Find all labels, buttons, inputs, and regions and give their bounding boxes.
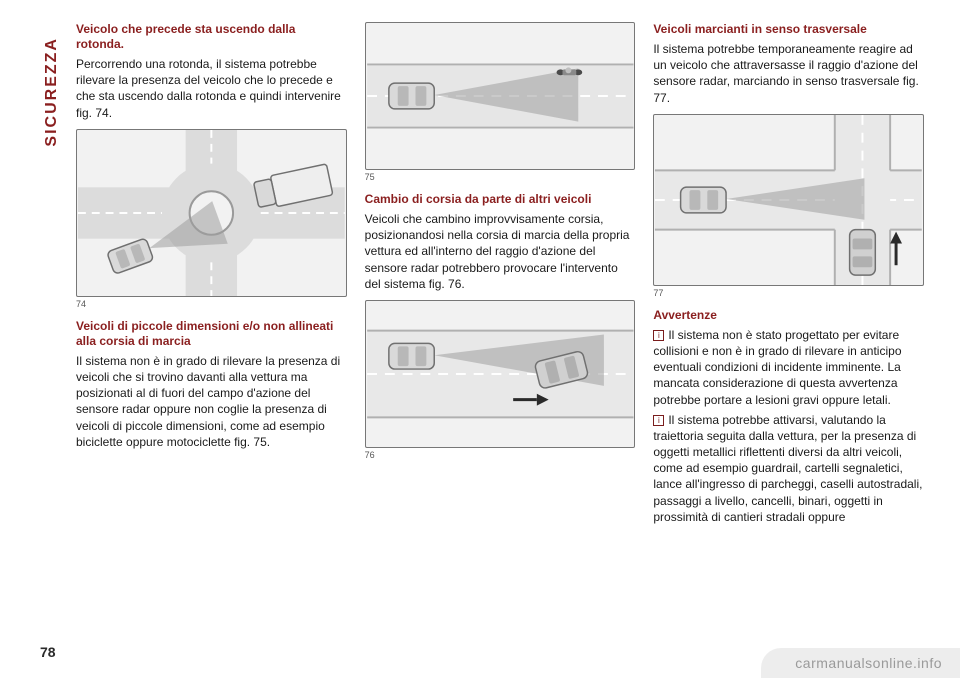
col3-heading-2: Avvertenze xyxy=(653,308,924,323)
figure-76-num: 76 xyxy=(365,450,375,460)
column-3: Veicoli marcianti in senso trasversale I… xyxy=(653,22,924,630)
watermark: carmanualsonline.info xyxy=(761,648,960,678)
column-2: 75 Cambio di corsia da parte di altri ve… xyxy=(365,22,636,630)
page: SICUREZZA Veicolo che precede sta uscend… xyxy=(0,0,960,678)
section-tab: SICUREZZA xyxy=(38,22,66,162)
section-label: SICUREZZA xyxy=(43,37,61,147)
col3-heading-1: Veicoli marcianti in senso trasversale xyxy=(653,22,924,37)
figure-77 xyxy=(653,114,924,286)
col2-para-1: Veicoli che cambino improvvisamente cors… xyxy=(365,211,636,292)
figure-77-caption: 77 xyxy=(653,288,924,298)
note-bullet-icon: i xyxy=(653,415,664,426)
col1-heading-1: Veicolo che precede sta uscendo dalla ro… xyxy=(76,22,347,52)
figure-76-caption: 76 xyxy=(365,450,636,460)
figure-76 xyxy=(365,300,636,448)
figure-77-svg xyxy=(654,115,923,285)
note-item: iIl sistema non è stato progettato per e… xyxy=(653,327,924,408)
notes-list: iIl sistema non è stato progettato per e… xyxy=(653,327,924,529)
col1-para-2: Il sistema non è in grado di rilevare la… xyxy=(76,353,347,450)
note-text: Il sistema potrebbe attivarsi, valutando… xyxy=(653,413,922,524)
figure-74-svg xyxy=(77,130,346,296)
figure-75-caption: 75 xyxy=(365,172,636,182)
note-item: iIl sistema potrebbe attivarsi, valutand… xyxy=(653,412,924,525)
figure-75-num: 75 xyxy=(365,172,375,182)
figure-74-num: 74 xyxy=(76,299,86,309)
figure-74-caption: 74 xyxy=(76,299,347,309)
page-number: 78 xyxy=(40,644,56,660)
col1-para-1: Percorrendo una rotonda, il sistema potr… xyxy=(76,56,347,121)
figure-74 xyxy=(76,129,347,297)
col1-heading-2: Veicoli di piccole dimensioni e/o non al… xyxy=(76,319,347,349)
content-columns: Veicolo che precede sta uscendo dalla ro… xyxy=(76,22,924,630)
column-1: Veicolo che precede sta uscendo dalla ro… xyxy=(76,22,347,630)
figure-77-num: 77 xyxy=(653,288,663,298)
col2-heading-1: Cambio di corsia da parte di altri veico… xyxy=(365,192,636,207)
note-bullet-icon: i xyxy=(653,330,664,341)
figure-75 xyxy=(365,22,636,170)
col3-para-1: Il sistema potrebbe temporaneamente reag… xyxy=(653,41,924,106)
figure-76-svg xyxy=(366,301,635,447)
note-text: Il sistema non è stato progettato per ev… xyxy=(653,328,901,407)
figure-75-svg xyxy=(366,23,635,169)
